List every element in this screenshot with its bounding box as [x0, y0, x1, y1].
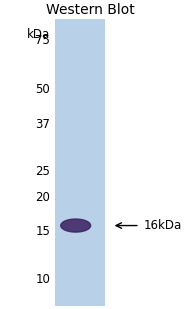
Text: 15: 15: [35, 225, 50, 238]
Title: Western Blot: Western Blot: [46, 3, 135, 17]
Text: 16kDa: 16kDa: [143, 219, 181, 232]
Text: 75: 75: [35, 34, 50, 48]
Text: kDa: kDa: [27, 28, 50, 41]
Bar: [55, 19, 105, 306]
Text: 37: 37: [35, 118, 50, 131]
Text: 10: 10: [35, 273, 50, 286]
Polygon shape: [61, 219, 91, 232]
Text: 50: 50: [36, 83, 50, 95]
Text: 20: 20: [35, 191, 50, 204]
Text: 25: 25: [35, 165, 50, 178]
